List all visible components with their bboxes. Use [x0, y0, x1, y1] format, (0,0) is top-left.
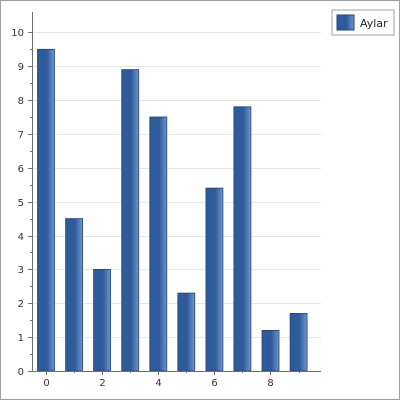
legend-box — [331, 9, 395, 36]
x-tick-label: 4 — [155, 378, 161, 389]
y-tick-label: 10 — [11, 28, 24, 39]
y-tick-label: 2 — [18, 299, 24, 310]
bar — [121, 69, 140, 372]
bar — [289, 312, 308, 372]
axes — [28, 12, 321, 375]
legend: Aylar — [331, 9, 395, 36]
x-tick-label: 2 — [99, 378, 105, 389]
y-tick-label: 3 — [18, 265, 24, 276]
x-tick-label: 8 — [267, 378, 273, 389]
bar — [93, 268, 111, 372]
y-tick-label: 9 — [18, 62, 24, 73]
legend-swatch — [336, 14, 355, 31]
x-tick-label: 6 — [211, 378, 217, 389]
bar — [261, 329, 280, 372]
bar — [65, 218, 83, 372]
bar — [233, 106, 252, 372]
bar — [177, 292, 196, 372]
x-tick-label: 0 — [43, 378, 49, 389]
bar — [37, 48, 55, 372]
y-tick-label: 1 — [18, 333, 24, 344]
legend-label: Aylar — [360, 17, 388, 30]
y-tick-label: 7 — [18, 130, 24, 141]
bar — [205, 187, 224, 372]
bar — [149, 116, 168, 372]
y-tick-label: 0 — [18, 367, 24, 378]
y-tick-label: 6 — [18, 164, 24, 175]
bars — [37, 48, 308, 372]
y-tick-label: 8 — [18, 96, 24, 107]
y-tick-label: 4 — [18, 232, 24, 243]
tick-labels: 0 1 2 3 4 5 6 7 8 9 10 0 2 4 6 8 — [11, 28, 273, 389]
y-tick-label: 5 — [18, 198, 24, 209]
